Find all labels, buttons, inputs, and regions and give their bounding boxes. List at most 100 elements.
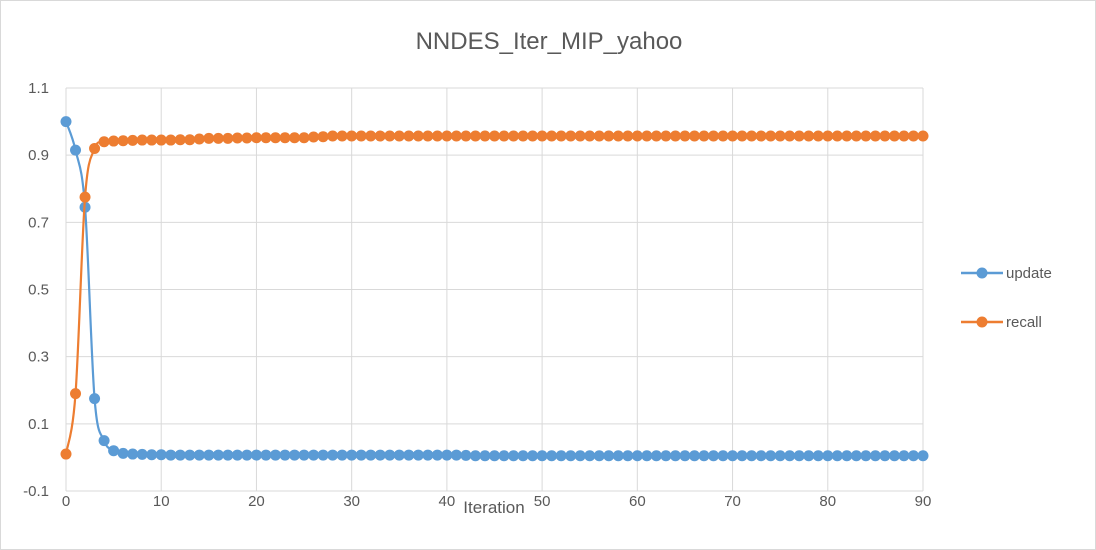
data-point-update (784, 450, 796, 462)
data-point-recall (517, 130, 529, 142)
data-point-recall (793, 130, 805, 142)
data-point-update (184, 449, 196, 461)
data-point-update (279, 449, 291, 461)
data-point-update (574, 450, 586, 462)
data-point-update (98, 435, 110, 447)
data-point-recall (917, 130, 929, 142)
legend-label: recall (1006, 314, 1042, 331)
data-point-update (679, 450, 691, 462)
legend-marker (976, 316, 988, 328)
data-point-update (327, 449, 339, 461)
y-tick-label: -0.1 (23, 483, 49, 500)
data-point-update (650, 450, 662, 462)
data-point-recall (698, 130, 710, 142)
series-line-recall (64, 134, 923, 455)
y-tick-label: 0.1 (28, 416, 49, 433)
data-point-update (831, 450, 843, 462)
data-point-recall (574, 130, 586, 142)
data-point-recall (193, 133, 205, 145)
data-point-update (146, 449, 158, 461)
data-point-recall (146, 134, 158, 146)
data-point-update (527, 450, 539, 462)
data-point-update (336, 449, 348, 461)
data-point-recall (222, 132, 234, 144)
data-point-recall (308, 131, 320, 143)
data-point-recall (584, 130, 596, 142)
data-point-update (717, 450, 729, 462)
data-point-recall (317, 131, 329, 143)
data-point-recall (631, 130, 643, 142)
data-point-recall (89, 142, 101, 154)
series-line-update (64, 121, 923, 457)
series-update (60, 116, 929, 462)
data-point-recall (650, 130, 662, 142)
data-point-recall (384, 130, 396, 142)
data-point-recall (765, 130, 777, 142)
data-point-update (555, 450, 567, 462)
data-point-recall (679, 130, 691, 142)
data-point-recall (441, 130, 453, 142)
y-tick-label: 0.3 (28, 349, 49, 366)
data-point-recall (70, 388, 82, 400)
data-point-update (860, 450, 872, 462)
data-point-recall (708, 130, 720, 142)
data-point-update (136, 448, 148, 460)
data-point-update (460, 449, 472, 461)
data-point-recall (469, 130, 481, 142)
data-point-update (736, 450, 748, 462)
data-point-recall (527, 130, 539, 142)
data-point-recall (660, 130, 672, 142)
data-point-update (688, 450, 700, 462)
data-point-update (612, 450, 624, 462)
data-point-recall (412, 130, 424, 142)
data-point-update (546, 450, 558, 462)
data-point-recall (203, 132, 215, 144)
data-point-update (422, 449, 434, 461)
data-point-update (812, 450, 824, 462)
data-point-update (231, 449, 243, 461)
data-point-update (155, 449, 167, 461)
data-point-update (393, 449, 405, 461)
series-group (60, 116, 929, 462)
data-point-update (117, 447, 129, 459)
legend-marker (976, 267, 988, 279)
data-point-recall (727, 130, 739, 142)
data-point-update (746, 450, 758, 462)
x-tick-label: 60 (629, 493, 646, 510)
data-point-update (355, 449, 367, 461)
data-point-update (631, 450, 643, 462)
data-point-update (269, 449, 281, 461)
data-point-update (803, 450, 815, 462)
series-recall (60, 130, 929, 460)
data-point-update (593, 450, 605, 462)
data-point-update (298, 449, 310, 461)
data-point-update (660, 450, 672, 462)
data-point-recall (279, 132, 291, 144)
data-point-recall (822, 130, 834, 142)
data-point-update (431, 449, 443, 461)
data-point-update (374, 449, 386, 461)
data-point-recall (403, 130, 415, 142)
data-point-update (212, 449, 224, 461)
data-point-recall (546, 130, 558, 142)
data-point-recall (622, 130, 634, 142)
data-point-recall (831, 130, 843, 142)
data-point-recall (212, 132, 224, 144)
data-point-recall (174, 134, 186, 146)
data-point-recall (746, 130, 758, 142)
data-point-recall (431, 130, 443, 142)
legend-item-update: update (961, 265, 1052, 282)
data-point-update (289, 449, 301, 461)
data-point-update (822, 450, 834, 462)
data-point-update (774, 450, 786, 462)
data-point-update (584, 450, 596, 462)
axes: -0.1 0.1 0.3 0.5 0.7 0.9 1.1 0 10 20 30 40 50 60 70 80 9… (23, 80, 931, 510)
data-point-recall (774, 130, 786, 142)
data-point-recall (241, 132, 253, 144)
data-point-update (755, 450, 767, 462)
data-point-recall (365, 130, 377, 142)
data-point-recall (803, 130, 815, 142)
y-tick-label: 0.9 (28, 147, 49, 164)
data-point-recall (812, 130, 824, 142)
